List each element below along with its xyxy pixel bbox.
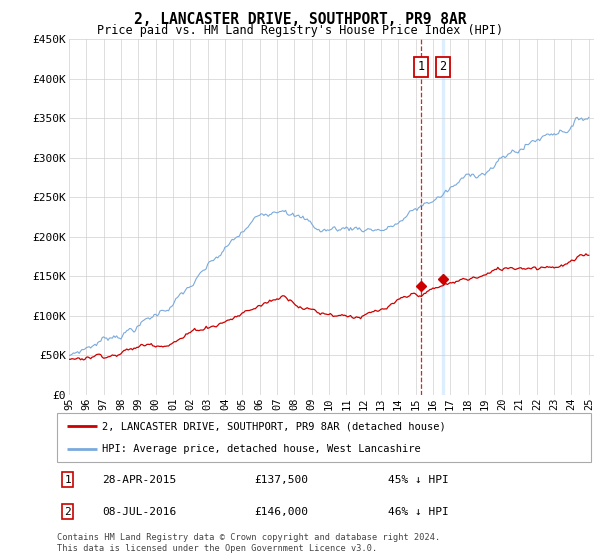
Text: Price paid vs. HM Land Registry's House Price Index (HPI): Price paid vs. HM Land Registry's House …: [97, 24, 503, 37]
Text: 2: 2: [64, 507, 71, 517]
Bar: [442, 39, 443, 395]
Text: 28-APR-2015: 28-APR-2015: [103, 475, 176, 484]
Text: 2: 2: [439, 60, 446, 73]
Text: 1: 1: [418, 60, 425, 73]
Text: £146,000: £146,000: [254, 507, 308, 517]
Text: £137,500: £137,500: [254, 475, 308, 484]
Text: 45% ↓ HPI: 45% ↓ HPI: [388, 475, 449, 484]
FancyBboxPatch shape: [57, 413, 591, 462]
Text: 2, LANCASTER DRIVE, SOUTHPORT, PR9 8AR: 2, LANCASTER DRIVE, SOUTHPORT, PR9 8AR: [134, 12, 466, 27]
Text: 46% ↓ HPI: 46% ↓ HPI: [388, 507, 449, 517]
Text: Contains HM Land Registry data © Crown copyright and database right 2024.
This d: Contains HM Land Registry data © Crown c…: [57, 533, 440, 553]
Text: HPI: Average price, detached house, West Lancashire: HPI: Average price, detached house, West…: [103, 444, 421, 454]
Text: 08-JUL-2016: 08-JUL-2016: [103, 507, 176, 517]
Text: 1: 1: [64, 475, 71, 484]
Text: 2, LANCASTER DRIVE, SOUTHPORT, PR9 8AR (detached house): 2, LANCASTER DRIVE, SOUTHPORT, PR9 8AR (…: [103, 421, 446, 431]
